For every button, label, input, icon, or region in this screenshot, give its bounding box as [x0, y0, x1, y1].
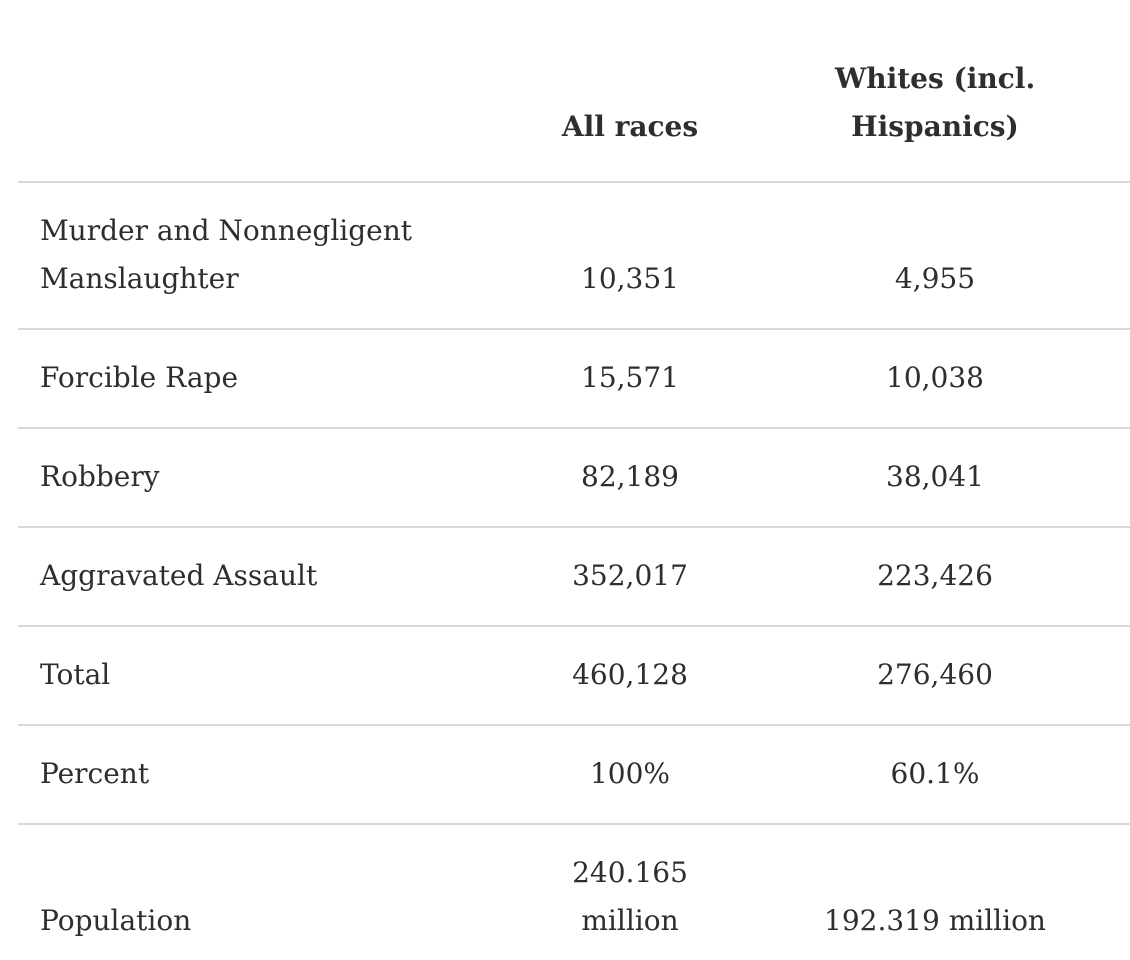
whites-value: 38,041: [886, 460, 984, 493]
all-races-value: 82,189: [581, 460, 679, 493]
table-row-forcible-rape: Forcible Rape 15,571 10,038: [18, 329, 1130, 428]
header-whites: Whites (incl. Hispanics): [785, 0, 1085, 182]
all-races-value: 15,571: [581, 361, 679, 394]
table-row-total: Total 460,128 276,460: [18, 626, 1130, 725]
whites-value: 10,038: [886, 361, 984, 394]
row-label: Total: [40, 658, 111, 691]
whites-value: 192.319 million: [824, 904, 1046, 937]
header-row: All races Whites (incl. Hispanics): [18, 0, 1130, 182]
header-whites-text: Whites (incl. Hispanics): [834, 62, 1036, 143]
header-all-races: All races: [561, 110, 699, 143]
row-spacer: [1085, 626, 1130, 725]
whites-value: 223,426: [877, 559, 993, 592]
whites-value: 276,460: [877, 658, 993, 691]
table-row-murder: Murder and Nonnegligent Manslaughter 10,…: [18, 182, 1130, 329]
row-spacer: [1085, 428, 1130, 527]
row-spacer: [1085, 824, 1130, 960]
all-races-value: 240.165 million: [572, 856, 688, 937]
row-label: Aggravated Assault: [40, 559, 318, 592]
table-row-population: Population 240.165 million 192.319 milli…: [18, 824, 1130, 960]
row-label: Murder and Nonnegligent Manslaughter: [40, 214, 413, 295]
table-row-aggravated-assault: Aggravated Assault 352,017 223,426: [18, 527, 1130, 626]
table-row-robbery: Robbery 82,189 38,041: [18, 428, 1130, 527]
whites-value: 4,955: [894, 262, 976, 295]
whites-value: 60.1%: [890, 757, 980, 790]
row-label: Population: [40, 904, 192, 937]
row-spacer: [1085, 329, 1130, 428]
row-label: Forcible Rape: [40, 361, 239, 394]
table-row-percent: Percent 100% 60.1%: [18, 725, 1130, 824]
all-races-value: 352,017: [572, 559, 688, 592]
row-spacer: [1085, 725, 1130, 824]
row-spacer: [1085, 182, 1130, 329]
row-label: Robbery: [40, 460, 160, 493]
all-races-value: 460,128: [572, 658, 688, 691]
row-label: Percent: [40, 757, 150, 790]
all-races-value: 100%: [589, 757, 671, 790]
crime-stats-table: All races Whites (incl. Hispanics) Murde…: [18, 0, 1130, 960]
all-races-value: 10,351: [581, 262, 679, 295]
header-spacer: [1085, 0, 1130, 182]
header-blank: [18, 0, 475, 182]
row-spacer: [1085, 527, 1130, 626]
